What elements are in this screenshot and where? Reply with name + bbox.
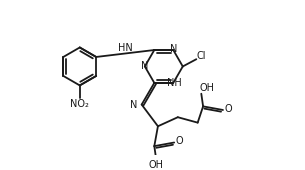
Text: N: N: [130, 100, 137, 110]
Text: HN: HN: [118, 43, 133, 53]
Text: O: O: [176, 136, 183, 146]
Text: OH: OH: [199, 83, 214, 93]
Text: O: O: [224, 104, 232, 114]
Text: Cl: Cl: [197, 51, 206, 61]
Text: N: N: [141, 61, 149, 71]
Text: NH: NH: [167, 78, 181, 88]
Text: N: N: [170, 44, 177, 54]
Text: OH: OH: [149, 160, 163, 170]
Text: NO₂: NO₂: [70, 99, 89, 109]
